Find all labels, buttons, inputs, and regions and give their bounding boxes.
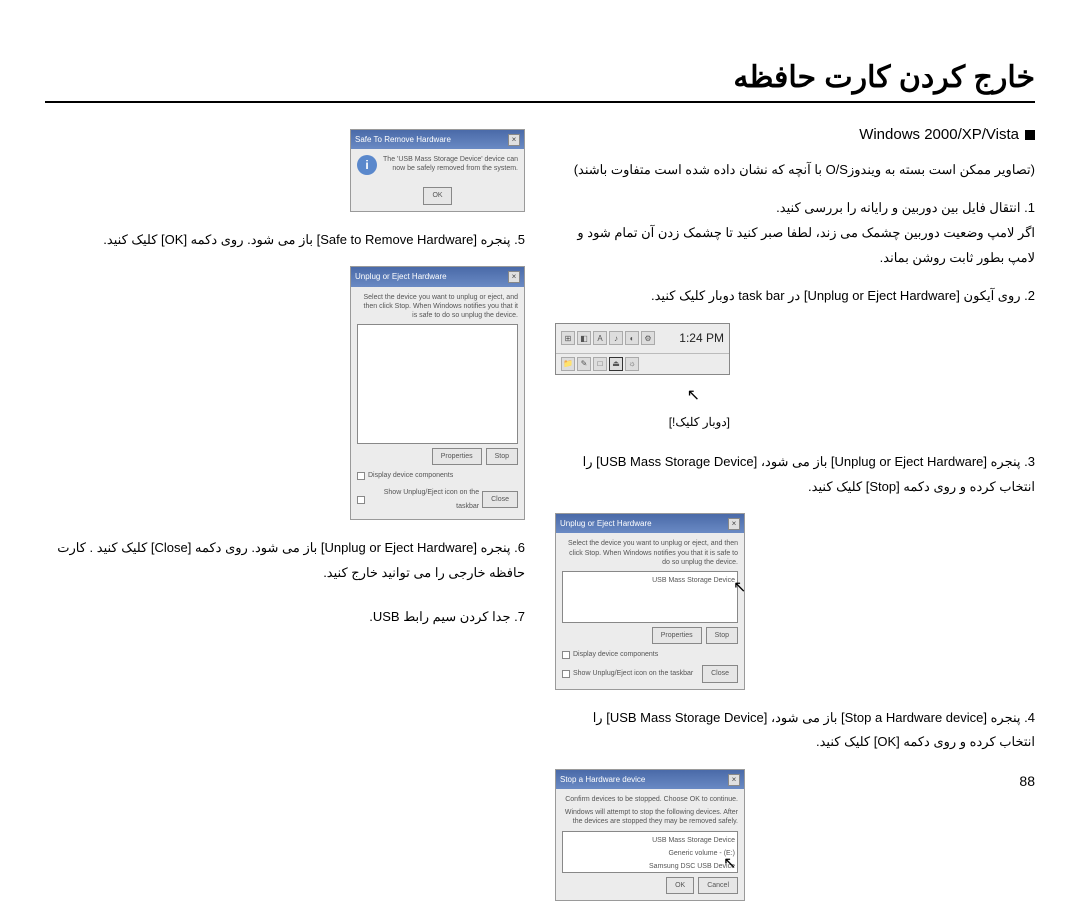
step7-text: 7. جدا کردن سیم رابط USB.	[45, 605, 525, 630]
step-5: 5. پنجره [Safe to Remove Hardware] باز م…	[45, 228, 525, 253]
tray-icon: A	[593, 331, 607, 345]
dialog4-desc2: Windows will attempt to stop the followi…	[562, 808, 738, 826]
check1-label: Display device components	[368, 469, 453, 482]
close-icon: ×	[508, 271, 520, 283]
tray-icon: □	[593, 357, 607, 371]
tray-icon: ✎	[577, 357, 591, 371]
info-icon: i	[357, 155, 377, 175]
cursor-icon: ↖	[733, 573, 746, 603]
properties-button: Properties	[652, 627, 702, 644]
stop-button: Stop	[706, 627, 738, 644]
close-button: Close	[702, 665, 738, 682]
page-title: خارج کردن کارت حافظه	[45, 60, 1035, 103]
os-label: Windows 2000/XP/Vista	[859, 121, 1019, 150]
list-item: Generic volume - (E:)	[565, 847, 735, 860]
right-column: Windows 2000/XP/Vista (تصاویر ممکن است ب…	[555, 121, 1035, 917]
dialog5-desc: The 'USB Mass Storage Device' device can…	[383, 155, 518, 173]
list-item: USB Mass Storage Device	[565, 574, 735, 587]
page-number: 88	[1019, 773, 1035, 789]
figure-step4: Stop a Hardware device × Confirm devices…	[555, 769, 1035, 901]
tray-icon: ⚙	[641, 331, 655, 345]
tray-icon: 📁	[561, 357, 575, 371]
dialog6-desc: Select the device you want to unplug or …	[357, 293, 518, 320]
step6-text: 6. پنجره [Unplug or Eject Hardware] باز …	[45, 536, 525, 585]
tray-icon: ♪	[609, 331, 623, 345]
square-bullet-icon	[1025, 130, 1035, 140]
close-icon: ×	[728, 774, 740, 786]
note-text: (تصاویر ممکن است بسته به ویندوزO/S با آن…	[555, 158, 1035, 183]
tray-icon: ⊞	[561, 331, 575, 345]
check1-label: Display device components	[573, 648, 658, 661]
ok-button: OK	[666, 877, 694, 894]
system-tray: ⊞ ◧ A ♪ ◐ ⚙ 1:24 PM 📁 ✎	[555, 323, 730, 375]
device-listbox: USB Mass Storage Device Generic volume -…	[562, 831, 738, 873]
figure-step6: Unplug or Eject Hardware × Select the de…	[45, 266, 525, 520]
step2-text: 2. روی آیکون [Unplug or Eject Hardware] …	[555, 284, 1035, 309]
unplug-dialog-6: Unplug or Eject Hardware × Select the de…	[350, 266, 525, 520]
checkbox-icon	[562, 670, 570, 678]
device-listbox	[357, 324, 518, 444]
device-listbox: USB Mass Storage Device	[562, 571, 738, 623]
ok-button: OK	[423, 187, 451, 204]
step1-text: 1. انتقال فایل بین دوربین و رایانه را بر…	[555, 196, 1035, 221]
tray-icon: ◐	[625, 331, 639, 345]
tray-caption: [دوبار کلیک!]	[669, 411, 730, 434]
step5-text: 5. پنجره [Safe to Remove Hardware] باز م…	[45, 228, 525, 253]
stop-device-dialog: Stop a Hardware device × Confirm devices…	[555, 769, 745, 901]
unplug-icon: ⏏	[609, 357, 623, 371]
os-subtitle: Windows 2000/XP/Vista	[555, 121, 1035, 150]
step-2: 2. روی آیکون [Unplug or Eject Hardware] …	[555, 284, 1035, 309]
cursor-icon: ↖	[723, 849, 736, 879]
safe-remove-dialog: Safe To Remove Hardware × i The 'USB Mas…	[350, 129, 525, 212]
checkbox-icon	[357, 496, 365, 504]
dialog5-title: Safe To Remove Hardware	[355, 132, 451, 147]
step-3: 3. پنجره [Unplug or Eject Hardware] باز …	[555, 450, 1035, 499]
close-button: Close	[482, 491, 518, 508]
close-icon: ×	[508, 134, 520, 146]
figure-step3: Unplug or Eject Hardware × Select the de…	[555, 513, 1035, 689]
step-4: 4. پنجره [Stop a Hardware device] باز می…	[555, 706, 1035, 755]
left-column: Safe To Remove Hardware × i The 'USB Mas…	[45, 121, 525, 917]
step-1: 1. انتقال فایل بین دوربین و رایانه را بر…	[555, 196, 1035, 270]
step-7: 7. جدا کردن سیم رابط USB.	[45, 605, 525, 630]
step1b-text: اگر لامپ وضعیت دوربین چشمک می زند، لطفا …	[555, 221, 1035, 270]
checkbox-icon	[562, 651, 570, 659]
figure-step5: Safe To Remove Hardware × i The 'USB Mas…	[45, 129, 525, 212]
check2-label: Show Unplug/Eject icon on the taskbar	[368, 486, 480, 513]
properties-button: Properties	[432, 448, 482, 465]
dialog6-title: Unplug or Eject Hardware	[355, 269, 447, 284]
step-6: 6. پنجره [Unplug or Eject Hardware] باز …	[45, 536, 525, 585]
list-item: Samsung DSC USB Device	[565, 860, 735, 873]
unplug-dialog-3: Unplug or Eject Hardware × Select the de…	[555, 513, 745, 689]
checkbox-icon	[357, 472, 365, 480]
list-item: USB Mass Storage Device	[565, 834, 735, 847]
step3-text: 3. پنجره [Unplug or Eject Hardware] باز …	[555, 450, 1035, 499]
figure-tray: ⊞ ◧ A ♪ ◐ ⚙ 1:24 PM 📁 ✎	[555, 323, 1035, 434]
dialog4-title: Stop a Hardware device	[560, 772, 645, 787]
tray-clock: 1:24 PM	[679, 327, 724, 350]
tray-icon: ☼	[625, 357, 639, 371]
dialog3-desc: Select the device you want to unplug or …	[562, 539, 738, 566]
dialog3-title: Unplug or Eject Hardware	[560, 516, 652, 531]
tray-icon: ◧	[577, 331, 591, 345]
stop-button: Stop	[486, 448, 518, 465]
check2-label: Show Unplug/Eject icon on the taskbar	[573, 667, 693, 680]
step4-text: 4. پنجره [Stop a Hardware device] باز می…	[555, 706, 1035, 755]
close-icon: ×	[728, 518, 740, 530]
cursor-icon: ↖	[687, 381, 700, 411]
dialog4-desc: Confirm devices to be stopped. Choose OK…	[562, 795, 738, 804]
